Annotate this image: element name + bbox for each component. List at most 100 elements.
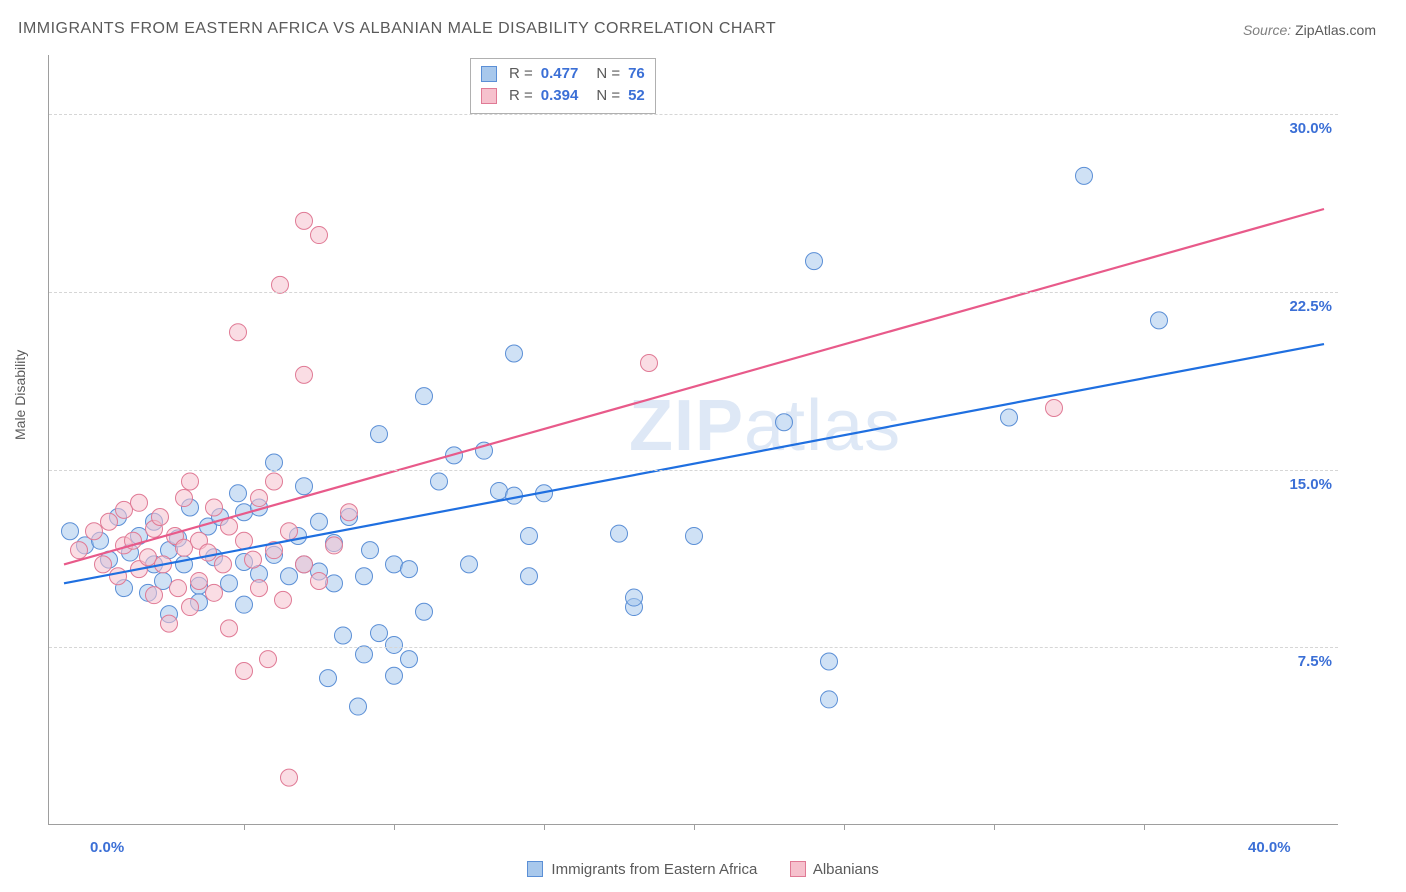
legend-row-albanians: R = 0.394 N = 52 xyxy=(481,85,645,107)
y-tick-label: 30.0% xyxy=(1289,120,1332,137)
x-tick xyxy=(994,824,995,830)
scatter-point-albanians xyxy=(86,523,103,540)
scatter-point-albanians xyxy=(341,504,358,521)
x-tick xyxy=(1144,824,1145,830)
legend-r-label: R = xyxy=(509,85,533,107)
scatter-point-albanians xyxy=(161,615,178,632)
scatter-point-eastern-africa xyxy=(221,575,238,592)
scatter-point-eastern-africa xyxy=(356,568,373,585)
scatter-point-albanians xyxy=(236,663,253,680)
scatter-point-albanians xyxy=(200,544,217,561)
scatter-point-eastern-africa xyxy=(386,556,403,573)
legend-n-label: N = xyxy=(596,85,620,107)
scatter-point-albanians xyxy=(101,513,118,530)
scatter-point-albanians xyxy=(281,523,298,540)
x-tick xyxy=(694,824,695,830)
legend-row-eastern-africa: R = 0.477 N = 76 xyxy=(481,63,645,85)
chart-title: IMMIGRANTS FROM EASTERN AFRICA VS ALBANI… xyxy=(18,20,776,38)
swatch-albanians xyxy=(481,88,497,104)
scatter-point-albanians xyxy=(176,490,193,507)
legend-n-label: N = xyxy=(596,63,620,85)
scatter-point-albanians xyxy=(206,499,223,516)
scatter-point-albanians xyxy=(131,494,148,511)
scatter-point-eastern-africa xyxy=(416,603,433,620)
scatter-point-albanians xyxy=(272,276,289,293)
scatter-point-albanians xyxy=(152,509,169,526)
legend-n-value-eastern-africa: 76 xyxy=(628,63,645,85)
gridline-h xyxy=(49,292,1338,293)
legend-r-value-albanians: 0.394 xyxy=(541,85,579,107)
y-tick-label: 7.5% xyxy=(1298,653,1332,670)
scatter-point-albanians xyxy=(95,556,112,573)
x-tick-label: 40.0% xyxy=(1248,839,1291,856)
gridline-h xyxy=(49,114,1338,115)
scatter-point-albanians xyxy=(176,539,193,556)
scatter-point-eastern-africa xyxy=(320,670,337,687)
scatter-point-albanians xyxy=(281,769,298,786)
scatter-point-albanians xyxy=(251,490,268,507)
scatter-point-albanians xyxy=(236,532,253,549)
scatter-point-eastern-africa xyxy=(230,485,247,502)
scatter-point-eastern-africa xyxy=(350,698,367,715)
scatter-point-albanians xyxy=(296,556,313,573)
scatter-point-eastern-africa xyxy=(371,426,388,443)
scatter-point-albanians xyxy=(251,580,268,597)
y-axis-label: Male Disability xyxy=(12,350,28,440)
source-citation: Source: ZipAtlas.com xyxy=(1243,22,1376,38)
x-tick xyxy=(394,824,395,830)
scatter-point-eastern-africa xyxy=(401,561,418,578)
legend-label-eastern-africa: Immigrants from Eastern Africa xyxy=(551,861,757,878)
scatter-point-eastern-africa xyxy=(521,527,538,544)
scatter-point-albanians xyxy=(326,537,343,554)
scatter-point-albanians xyxy=(230,324,247,341)
scatter-point-eastern-africa xyxy=(626,589,643,606)
scatter-point-albanians xyxy=(641,355,658,372)
scatter-point-eastern-africa xyxy=(356,646,373,663)
y-tick-label: 22.5% xyxy=(1289,298,1332,315)
scatter-point-eastern-africa xyxy=(821,691,838,708)
scatter-point-eastern-africa xyxy=(506,345,523,362)
scatter-point-eastern-africa xyxy=(806,253,823,270)
legend-r-value-eastern-africa: 0.477 xyxy=(541,63,579,85)
scatter-point-eastern-africa xyxy=(1001,409,1018,426)
scatter-point-eastern-africa xyxy=(401,651,418,668)
scatter-point-albanians xyxy=(245,551,262,568)
swatch-eastern-africa-bottom xyxy=(527,861,543,877)
scatter-point-albanians xyxy=(221,620,238,637)
scatter-point-albanians xyxy=(116,501,133,518)
scatter-point-albanians xyxy=(311,227,328,244)
scatter-point-eastern-africa xyxy=(362,542,379,559)
scatter-point-albanians xyxy=(275,591,292,608)
scatter-point-albanians xyxy=(140,549,157,566)
y-tick-label: 15.0% xyxy=(1289,476,1332,493)
scatter-point-albanians xyxy=(215,556,232,573)
scatter-point-albanians xyxy=(206,584,223,601)
scatter-point-eastern-africa xyxy=(491,482,508,499)
scatter-point-albanians xyxy=(182,599,199,616)
scatter-point-eastern-africa xyxy=(236,596,253,613)
scatter-point-albanians xyxy=(311,572,328,589)
scatter-point-albanians xyxy=(191,572,208,589)
trendline-albanians xyxy=(64,209,1324,564)
scatter-point-eastern-africa xyxy=(296,478,313,495)
scatter-point-albanians xyxy=(170,580,187,597)
scatter-point-eastern-africa xyxy=(326,575,343,592)
scatter-point-eastern-africa xyxy=(281,568,298,585)
x-tick-label: 0.0% xyxy=(90,839,124,856)
x-tick xyxy=(844,824,845,830)
legend-r-label: R = xyxy=(509,63,533,85)
scatter-point-eastern-africa xyxy=(1151,312,1168,329)
scatter-point-eastern-africa xyxy=(431,473,448,490)
scatter-point-eastern-africa xyxy=(335,627,352,644)
gridline-h xyxy=(49,647,1338,648)
scatter-point-albanians xyxy=(182,473,199,490)
plot-svg xyxy=(49,55,1338,824)
scatter-point-eastern-africa xyxy=(416,388,433,405)
scatter-point-eastern-africa xyxy=(62,523,79,540)
legend-label-albanians: Albanians xyxy=(813,861,879,878)
scatter-point-albanians xyxy=(296,212,313,229)
legend-series: Immigrants from Eastern Africa Albanians xyxy=(0,861,1406,878)
scatter-point-eastern-africa xyxy=(461,556,478,573)
scatter-point-eastern-africa xyxy=(1076,167,1093,184)
scatter-point-eastern-africa xyxy=(386,636,403,653)
